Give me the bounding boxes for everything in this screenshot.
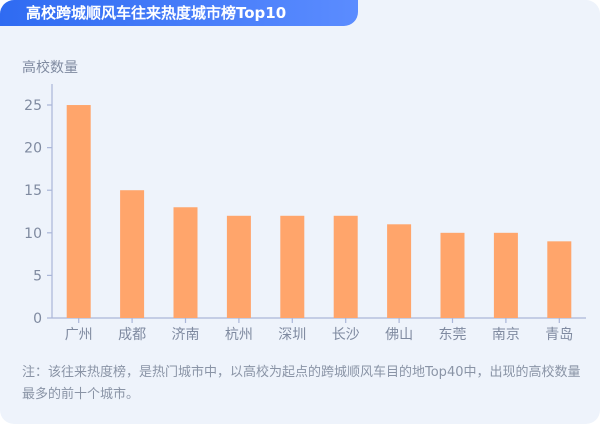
bar-chart: 高校数量 0 5 10 15 20 25 广州 成都 济南 杭州 深圳 长沙 佛山 东莞 南京 青岛 [22,59,586,343]
y-tick-label: 0 [33,311,42,327]
x-tick-label: 成都 [118,327,146,343]
bar [120,190,145,318]
bar [547,241,572,318]
bar [173,207,198,318]
bar [280,215,305,318]
x-tick-label: 杭州 [225,327,253,343]
bar [387,224,412,318]
bar [440,232,465,318]
y-tick-label: 25 [24,98,42,114]
y-tick-label: 5 [33,268,42,284]
y-tick-label: 20 [24,141,42,157]
bar [333,215,358,318]
x-tick-label: 济南 [172,327,200,343]
bar [493,232,518,318]
x-tick-label: 青岛 [545,327,573,343]
x-tick-label: 南京 [492,327,520,343]
bar [226,215,251,318]
y-tick-label: 10 [24,226,42,242]
x-tick-label: 佛山 [385,327,413,343]
x-tick-label: 东莞 [439,327,467,343]
x-tick-label: 广州 [65,327,93,343]
chart-title: 高校跨城顺风车往来热度城市榜Top10 [0,0,358,26]
chart-footnote: 注：该往来热度榜，是热门城市中，以高校为起点的跨城顺风车目的地Top40中，出现… [22,365,581,402]
y-tick-label: 15 [24,183,42,199]
y-axis-label: 高校数量 [22,59,78,76]
x-tick-label: 深圳 [278,327,306,343]
bar [66,105,91,318]
x-tick-label: 长沙 [332,327,360,343]
